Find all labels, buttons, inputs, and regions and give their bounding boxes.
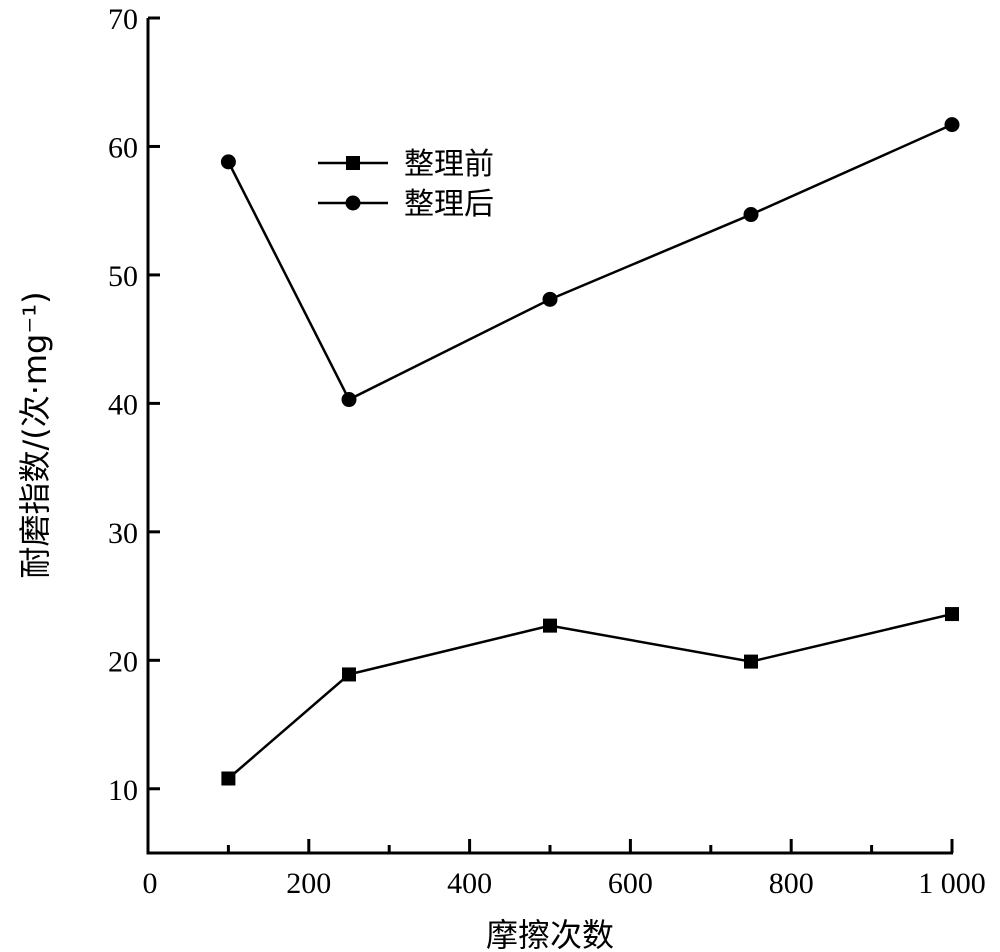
data-point — [744, 654, 758, 669]
legend-item: 整理后 — [318, 187, 494, 222]
x-tick-label: 800 — [769, 867, 814, 900]
data-point — [221, 771, 236, 786]
series-layer — [220, 117, 960, 786]
y-tick-label: 60 — [108, 131, 138, 164]
y-tick-label: 10 — [108, 774, 138, 807]
x-tick-label: 0 — [143, 867, 158, 900]
y-tick-label: 20 — [108, 645, 138, 678]
axes: 0 200 400 600 800 1 000 10 20 30 40 50 60 70 — [108, 3, 986, 900]
legend-marker — [345, 195, 361, 211]
y-tick-label: 50 — [108, 260, 138, 293]
legend-marker — [346, 156, 360, 170]
series-line — [227, 123, 953, 402]
legend-item: 整理前 — [318, 147, 494, 182]
y-axis-title: 耐磨指数/(次·mg⁻¹) — [16, 291, 54, 578]
data-point — [743, 207, 759, 223]
series-line — [227, 612, 953, 780]
y-tick-label: 30 — [108, 517, 138, 550]
data-point — [542, 291, 558, 307]
legend-label: 整理后 — [404, 187, 494, 222]
x-axis-title: 摩擦次数 — [486, 916, 614, 952]
data-point — [945, 607, 959, 622]
series-2 — [220, 117, 960, 408]
series-1 — [221, 607, 959, 786]
x-tick-label: 600 — [608, 867, 653, 900]
data-point — [342, 667, 356, 682]
data-point — [543, 618, 557, 633]
x-tick-label: 200 — [286, 867, 331, 900]
data-point — [341, 392, 357, 408]
x-tick-label: 1 000 — [918, 867, 986, 900]
legend-label: 整理前 — [404, 147, 494, 182]
y-tick-label: 70 — [108, 3, 138, 36]
data-point — [220, 154, 236, 170]
y-tick-label: 40 — [108, 388, 138, 421]
x-tick-label: 400 — [447, 867, 492, 900]
data-point — [944, 117, 960, 133]
